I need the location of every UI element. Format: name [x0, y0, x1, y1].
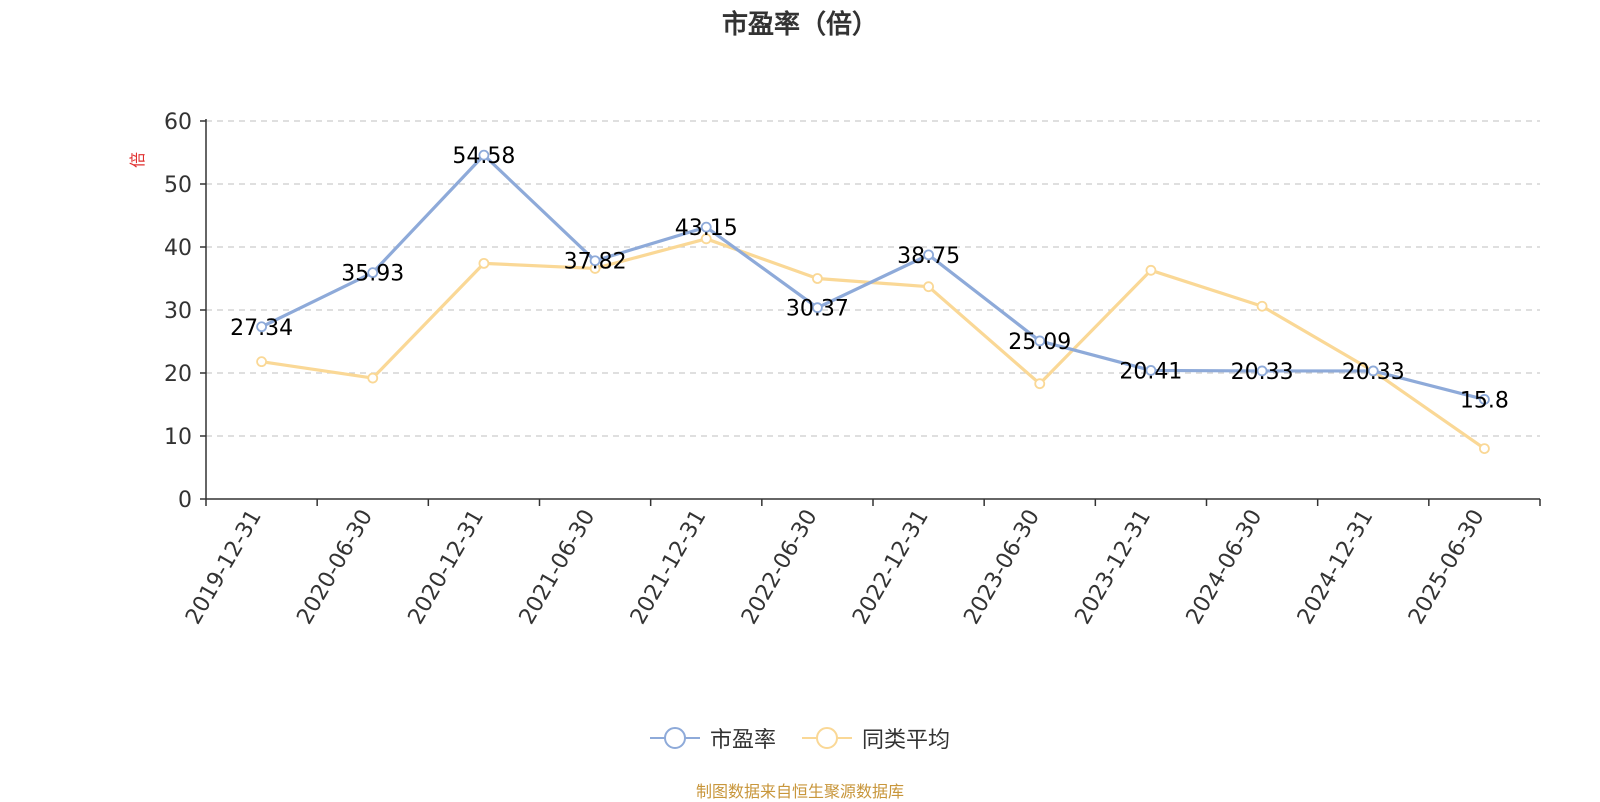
series-lines	[256, 149, 1490, 455]
data-point-peer-average	[478, 257, 490, 269]
data-label-pe: 15.8	[1460, 388, 1509, 413]
legend-line-circle-icon	[649, 727, 700, 749]
data-point-pe	[1034, 335, 1046, 347]
series-line-pe	[260, 153, 1485, 402]
x-tick-label: 2023-06-30	[959, 506, 1045, 629]
legend-label-peer-average: 同类平均	[862, 728, 951, 753]
x-tick-label: 2024-12-31	[1293, 506, 1379, 629]
data-point-peer-average	[256, 356, 267, 368]
data-labels: 27.34 35.93 54.58 37.82 43.15 30.37 38.75 25.09…	[230, 144, 1509, 413]
data-label-pe: 30.37	[786, 297, 849, 322]
legend-label-pe: 市盈率	[709, 728, 776, 753]
data-point-pe	[256, 321, 267, 333]
data-point-peer-average	[923, 281, 934, 293]
data-point-peer-average	[700, 233, 712, 245]
x-tick-label: 2020-06-30	[292, 506, 378, 629]
data-point-peer-average	[1034, 378, 1046, 390]
data-point-peer-average	[812, 273, 823, 284]
data-point-pe	[589, 255, 601, 267]
data-point-peer-average	[367, 372, 379, 384]
data-point-pe	[1367, 365, 1379, 377]
grid-lines	[206, 120, 1540, 437]
y-tick-label: 50	[164, 173, 192, 198]
y-tick-label: 60	[164, 110, 192, 135]
x-tick-label: 2019-12-31	[181, 506, 267, 629]
y-axis-label: 倍	[128, 152, 147, 168]
data-label-pe: 43.15	[675, 216, 738, 241]
data-point-pe	[1256, 365, 1268, 377]
data-point-pe	[812, 302, 823, 314]
x-tick-label: 2024-06-30	[1182, 506, 1268, 629]
y-tick-label: 0	[178, 488, 192, 513]
data-label-pe: 25.09	[1008, 330, 1071, 355]
data-point-pe	[367, 267, 379, 279]
data-label-pe: 20.41	[1119, 359, 1182, 384]
data-label-pe: 27.34	[230, 316, 293, 341]
data-point-pe	[1145, 365, 1157, 376]
x-tick-label: 2025-06-30	[1404, 506, 1490, 629]
data-label-pe: 38.75	[897, 244, 960, 269]
data-label-pe: 20.33	[1342, 360, 1405, 385]
series-line-peer-average	[261, 237, 1486, 450]
data-point-pe	[1479, 394, 1490, 405]
legend-item-pe[interactable]: 市盈率	[649, 722, 776, 754]
legend: 市盈率 同类平均	[0, 718, 1600, 758]
data-label-pe: 37.82	[564, 250, 627, 275]
y-tick-label: 20	[164, 362, 192, 387]
legend-item-peer-average[interactable]: 同类平均	[802, 722, 950, 754]
y-tick-label: 30	[164, 299, 192, 324]
y-tick-label: 10	[164, 425, 192, 450]
x-tick-label: 2022-12-31	[848, 505, 934, 628]
data-point-pe	[923, 249, 934, 261]
data-point-pe	[700, 221, 712, 233]
data-label-pe: 20.33	[1231, 360, 1294, 385]
chart-title: 市盈率（倍）	[721, 10, 878, 40]
data-label-pe: 35.93	[341, 262, 404, 287]
x-tick-label: 2022-06-30	[737, 506, 823, 629]
x-tick-label: 2021-06-30	[515, 506, 601, 629]
data-point-pe	[478, 149, 490, 161]
data-source-note: 制图数据来自恒生聚源数据库	[695, 782, 904, 801]
data-point-peer-average	[1479, 443, 1490, 455]
data-point-peer-average	[1145, 264, 1157, 276]
y-tick-label: 40	[164, 236, 192, 261]
x-tick-label: 2021-12-31	[626, 506, 712, 629]
legend-line-circle-icon	[802, 727, 852, 749]
x-tick-label: 2020-12-31	[404, 505, 490, 628]
x-tick-label: 2023-12-31	[1071, 506, 1157, 629]
data-label-pe: 54.58	[452, 144, 515, 169]
data-point-peer-average	[1256, 300, 1268, 312]
